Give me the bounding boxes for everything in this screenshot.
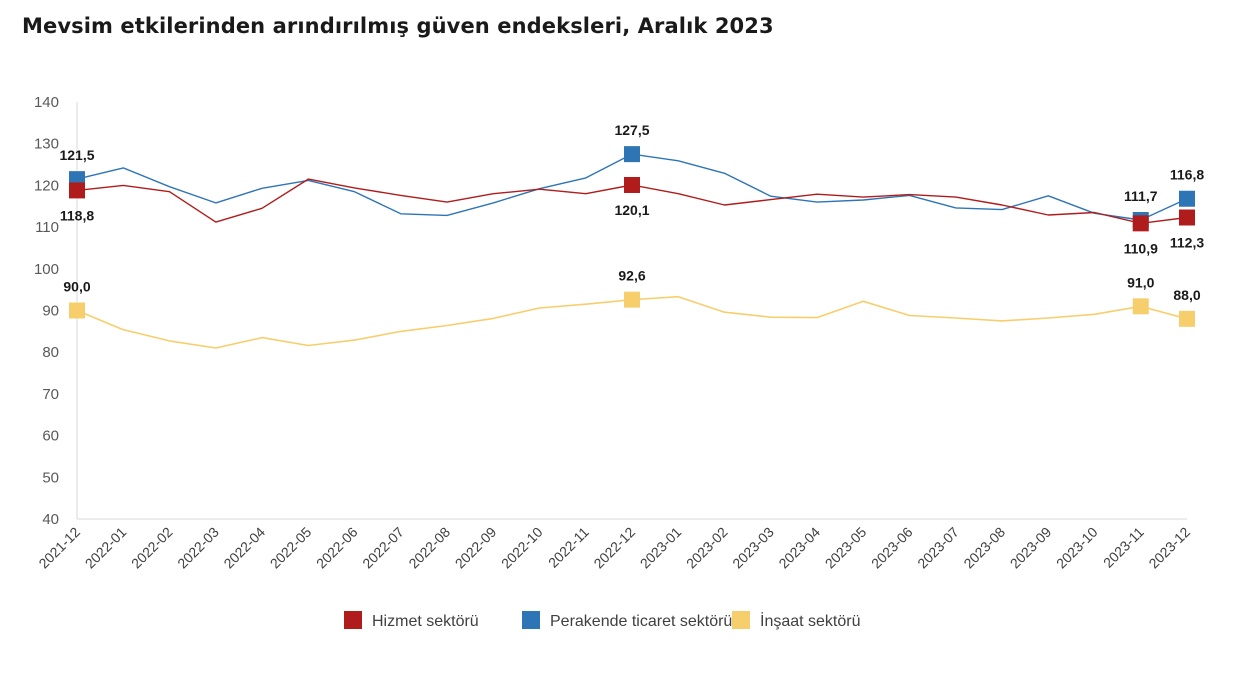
x-tick-label: 2022-12: [590, 524, 638, 572]
data-point-marker: [1179, 190, 1195, 207]
x-tick-label: 2022-03: [174, 524, 222, 572]
x-tick-label: 2023-01: [637, 524, 685, 572]
y-tick-label: 100: [34, 261, 59, 278]
x-tick-label: 2022-11: [545, 524, 592, 571]
y-tick-label: 140: [34, 94, 59, 111]
x-tick-label: 2023-03: [729, 524, 777, 572]
data-label: 90,0: [63, 279, 90, 295]
y-tick-label: 70: [42, 386, 59, 403]
data-label: 91,0: [1127, 274, 1154, 290]
legend-layer[interactable]: Hizmet sektörü Perakende ticaret sektörü İ…: [344, 611, 861, 630]
data-point-marker: [69, 182, 85, 199]
data-point-marker: [624, 291, 640, 308]
data-point-marker: [1179, 209, 1195, 226]
legend-label: Perakende ticaret sektörü: [550, 613, 732, 630]
x-tick-label: 2023-07: [914, 524, 962, 572]
y-tick-label: 110: [35, 219, 59, 236]
legend-item[interactable]: İnşaat sektörü: [732, 611, 861, 630]
x-tick-label: 2022-08: [405, 524, 453, 572]
y-tick-label: 120: [34, 177, 59, 194]
x-tick-label: 2023-08: [960, 524, 1008, 572]
data-point-marker: [1179, 310, 1195, 327]
y-tick-label: 80: [42, 344, 59, 361]
x-tick-label: 2022-05: [267, 524, 315, 572]
legend-label: İnşaat sektörü: [760, 611, 861, 630]
legend-swatch: [522, 611, 540, 629]
x-tick-label: 2022-06: [313, 524, 361, 572]
data-label: 118,8: [60, 207, 94, 223]
y-tick-label: 50: [42, 469, 59, 486]
data-point-marker: [624, 176, 640, 193]
y-tick-label: 40: [42, 511, 59, 528]
x-tick-label: 2023-04: [775, 524, 823, 572]
legend-swatch: [344, 611, 362, 629]
legend-label: Hizmet sektörü: [372, 613, 479, 630]
data-label: 116,8: [1170, 167, 1204, 183]
x-tick-label: 2023-02: [683, 524, 731, 572]
x-tick-label: 2023-05: [822, 524, 870, 572]
data-label: 110,9: [1124, 240, 1158, 256]
x-tick-label: 2023-12: [1145, 524, 1193, 572]
y-tick-label: 130: [34, 136, 59, 153]
data-label: 121,5: [59, 147, 94, 163]
x-tick-label: 2023-10: [1053, 524, 1101, 572]
x-tick-label: 2022-10: [498, 524, 546, 572]
x-tick-label: 2022-04: [220, 524, 268, 572]
y-tick-label: 60: [42, 428, 59, 445]
data-point-marker: [1132, 215, 1149, 232]
x-tick-label: 2023-11: [1100, 524, 1147, 571]
markers-layer: [69, 146, 1195, 327]
x-tick-label: 2022-09: [452, 524, 500, 572]
legend-swatch: [732, 611, 750, 629]
data-label: 88,0: [1173, 287, 1200, 303]
data-point-marker: [1132, 298, 1149, 315]
x-tick-label: 2021-12: [35, 524, 83, 572]
legend-item[interactable]: Perakende ticaret sektörü: [522, 611, 732, 630]
data-label: 120,1: [614, 202, 649, 218]
data-label: 92,6: [618, 268, 645, 284]
data-label: 111,7: [1124, 188, 1158, 204]
data-label: 112,3: [1170, 235, 1204, 251]
data-point-marker: [69, 302, 85, 319]
x-tick-label: 2022-01: [82, 524, 130, 572]
axes-layer: 4050607080901001101201301402021-122022-0…: [34, 94, 1193, 571]
labels-layer: 121,5 118,8 127,5 120,1 111,7 110,9 116,8 112,3…: [59, 122, 1204, 303]
x-tick-label: 2022-07: [359, 524, 407, 572]
y-tick-label: 90: [42, 303, 59, 320]
data-label: 127,5: [614, 122, 649, 138]
x-tick-label: 2022-02: [128, 524, 176, 572]
data-point-marker: [624, 146, 640, 163]
chart-title: Mevsim etkilerinden arındırılmış güven e…: [22, 14, 774, 38]
x-tick-label: 2023-06: [868, 524, 916, 572]
legend-item[interactable]: Hizmet sektörü: [344, 611, 479, 630]
x-tick-label: 2023-09: [1007, 524, 1055, 572]
